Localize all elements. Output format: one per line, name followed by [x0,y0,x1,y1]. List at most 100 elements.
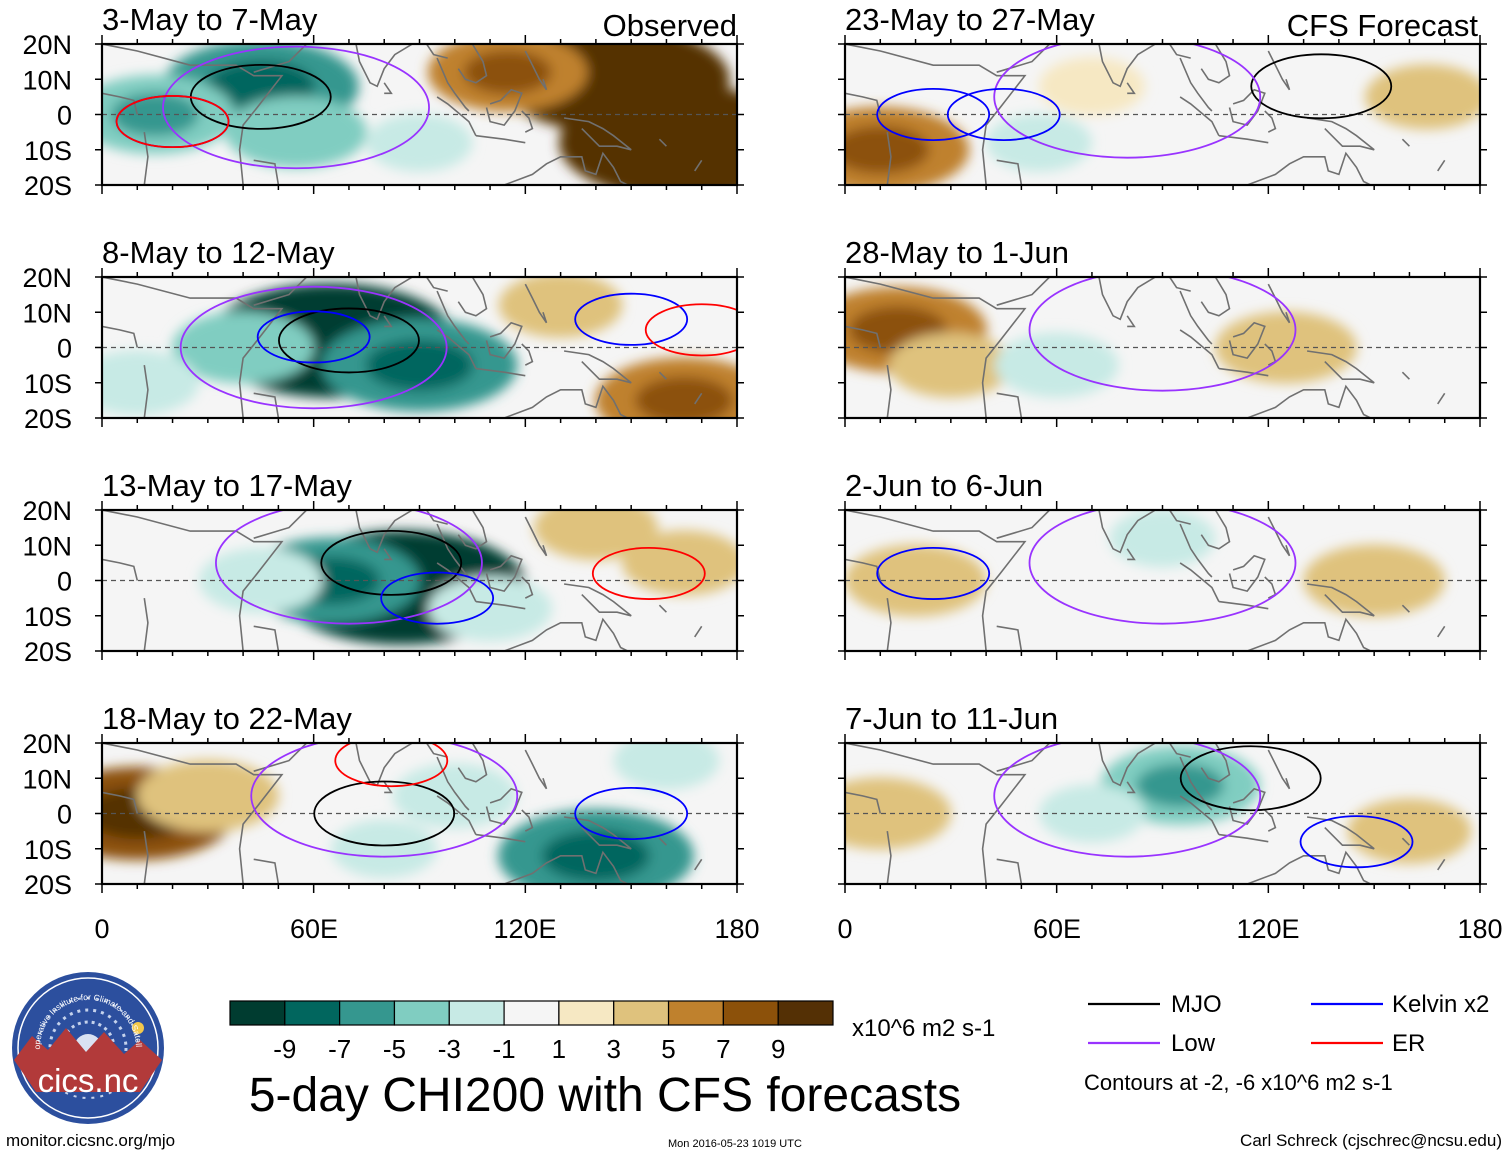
coastline [485,787,523,826]
coastline [1179,57,1213,112]
coastline [1179,523,1213,578]
coastline [524,749,548,790]
anomaly-area [622,530,737,596]
x-tick-label: 180 [714,914,759,944]
panel-period: 23-May to 27-May [845,2,1095,37]
coastline [1437,858,1446,871]
coastline [1126,548,1136,561]
coastline [1306,583,1375,617]
coastline [1077,743,1156,787]
footer-timestamp: Mon 2016-05-23 1019 UTC [668,1138,802,1150]
contour-low [1028,277,1297,392]
coastline [1126,781,1136,794]
coastline [1126,315,1136,328]
y-tick-label: 20S [24,404,72,434]
colorbar-swatch [448,1000,505,1026]
contour-kelvin-x2 [876,88,991,142]
y-tick-label: 10S [24,602,72,632]
logo-text: cics.nc [38,1062,139,1099]
contour-low [993,44,1262,159]
coastline [436,96,477,137]
y-tick-label: 10N [22,764,72,794]
panel-grid: 20N 10N 0 10S 20S 3-May to 7-May 20N 10N 0 10S 20S… [22,2,1487,900]
contour-mjo [1250,53,1393,120]
coastline [694,392,703,405]
coastline [436,562,477,602]
coastline [102,277,284,418]
coastline [1228,321,1266,360]
coastline [563,816,632,850]
coastline [102,92,139,115]
coastline [425,743,448,758]
coastline [383,548,393,561]
anomaly-area [198,548,323,613]
y-tick-label: 10N [22,531,72,561]
contour-kelvin-x2 [574,787,689,841]
coastline [475,134,526,144]
coastline [1246,384,1371,418]
coastline [1437,625,1446,638]
coastline [383,315,393,328]
contour-er [334,743,449,788]
legend-label-er: ER [1392,1030,1425,1057]
y-tick-label: 0 [57,334,72,364]
coastline [1437,159,1446,172]
contour-kelvin-x2 [380,571,495,625]
panel-period: 7-Jun to 11-Jun [845,701,1058,736]
colorbar-label: -3 [438,1034,461,1064]
contour-low [215,510,483,625]
colorbar-label: 1 [552,1034,566,1064]
coastline [253,858,280,884]
contour-er [644,303,737,357]
anomaly-area [1038,57,1145,116]
coastline [457,277,488,317]
coastline [845,558,882,581]
legend-label-low: Low [1171,1030,1216,1057]
coastline [1401,138,1410,147]
coastline [1179,795,1220,835]
anomaly-core [635,376,734,418]
coastline [143,830,149,884]
colorbar-label: 9 [771,1034,785,1064]
panel: 7-Jun to 11-Jun [838,701,1487,893]
y-tick-label: 20N [22,30,72,60]
y-tick-label: 20S [24,637,72,667]
coastline [1246,617,1371,651]
colorbar-swatch [229,1000,286,1026]
coastline [485,88,523,127]
coastline [524,516,548,557]
contour-kelvin-x2 [946,88,1061,142]
coastline [436,57,470,112]
panel-period: 13-May to 17-May [102,468,352,503]
coastline [996,625,1023,651]
coastline [383,82,393,95]
legend-label-mjo: MJO [1171,991,1222,1018]
y-tick-label: 20N [22,496,72,526]
anomaly-area [498,277,623,338]
coastline [503,617,628,651]
coastline [886,597,892,651]
contour-kelvin-x2 [1299,815,1414,869]
coastline [1267,516,1291,557]
contour-er [115,95,230,149]
coastline [1306,816,1375,850]
coastline [996,277,1051,306]
coastline [503,151,628,185]
coastline [102,44,284,185]
coastline [1168,44,1191,59]
coastline [102,510,284,651]
coastline [1228,787,1266,826]
x-tick-label: 0 [94,914,109,944]
coastline [1179,562,1220,602]
colorbar-swatch [339,1000,396,1026]
panel: 20N 10N 0 10S 20S 18-May to 22-May [22,701,744,900]
colorbar-label: 3 [606,1034,620,1064]
x-tick-label: 0 [837,914,852,944]
coastline [457,510,488,550]
coastline [457,44,488,84]
coastline [143,364,149,418]
x-tick-label: 120E [1236,914,1299,944]
anomaly-area [613,743,720,790]
coastline [102,743,284,884]
anomaly-area [888,332,1013,398]
